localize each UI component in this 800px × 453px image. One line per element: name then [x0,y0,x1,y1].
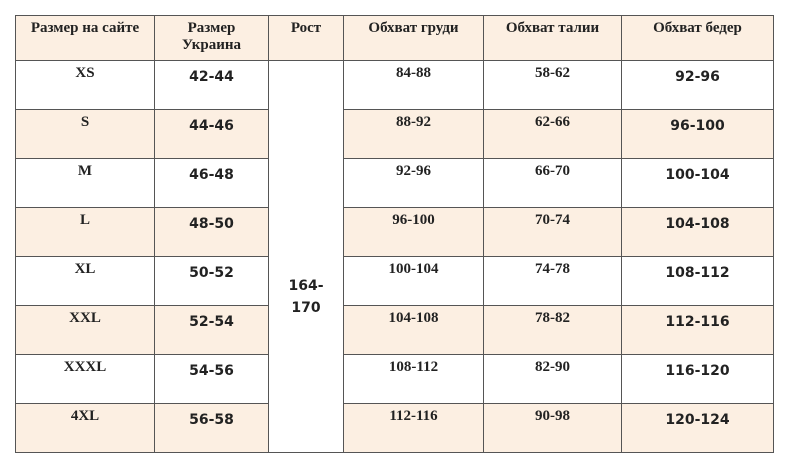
cell-waist: 58-62 [483,60,622,110]
cell-hips: 116-120 [621,354,774,404]
cell-site-size: XXXL [15,354,155,404]
cell-chest: 92-96 [343,158,484,208]
cell-waist: 70-74 [483,207,622,257]
cell-hips: 112-116 [621,305,774,355]
table-row: XS 42-44 164-170 84-88 58-62 92-96 [15,60,774,453]
table-row: M 46-48 92-96 66-70 100-104 [15,158,774,208]
table-row: XXL 52-54 104-108 78-82 112-116 [15,305,774,355]
cell-height: 164-170 [268,60,344,453]
table-row: XL 50-52 100-104 74-78 108-112 [15,256,774,306]
cell-site-size: M [15,158,155,208]
cell-site-size: XS [15,60,155,110]
header-site-size: Размер на сайте [15,15,155,61]
cell-hips: 104-108 [621,207,774,257]
cell-waist: 78-82 [483,305,622,355]
header-chest: Обхват груди [343,15,484,61]
cell-chest: 96-100 [343,207,484,257]
header-hips: Обхват бедер [621,15,774,61]
cell-hips: 100-104 [621,158,774,208]
cell-ukraine-size: 46-48 [154,158,269,208]
size-chart-table: Размер на сайте Размер Украина Рост Обхв… [15,15,774,453]
cell-hips: 108-112 [621,256,774,306]
cell-hips: 92-96 [621,60,774,110]
cell-waist: 62-66 [483,109,622,159]
cell-ukraine-size: 52-54 [154,305,269,355]
cell-ukraine-size: 42-44 [154,60,269,110]
cell-waist: 90-98 [483,403,622,453]
cell-ukraine-size: 54-56 [154,354,269,404]
cell-waist: 74-78 [483,256,622,306]
cell-site-size: XXL [15,305,155,355]
cell-chest: 84-88 [343,60,484,110]
cell-ukraine-size: 44-46 [154,109,269,159]
cell-hips: 96-100 [621,109,774,159]
cell-site-size: 4XL [15,403,155,453]
cell-chest: 100-104 [343,256,484,306]
cell-waist: 82-90 [483,354,622,404]
cell-site-size: L [15,207,155,257]
header-height: Рост [268,15,344,61]
cell-waist: 66-70 [483,158,622,208]
cell-ukraine-size: 56-58 [154,403,269,453]
table-row: S 44-46 88-92 62-66 96-100 [15,109,774,159]
table-row: XXXL 54-56 108-112 82-90 116-120 [15,354,774,404]
cell-chest: 112-116 [343,403,484,453]
table-row: L 48-50 96-100 70-74 104-108 [15,207,774,257]
cell-ukraine-size: 50-52 [154,256,269,306]
cell-site-size: XL [15,256,155,306]
header-row: Размер на сайте Размер Украина Рост Обхв… [15,15,774,61]
table-row: 4XL 56-58 112-116 90-98 120-124 [15,403,774,453]
cell-ukraine-size: 48-50 [154,207,269,257]
cell-site-size: S [15,109,155,159]
cell-chest: 88-92 [343,109,484,159]
header-ukraine-size: Размер Украина [154,15,269,61]
cell-chest: 104-108 [343,305,484,355]
cell-hips: 120-124 [621,403,774,453]
header-waist: Обхват талии [483,15,622,61]
cell-chest: 108-112 [343,354,484,404]
